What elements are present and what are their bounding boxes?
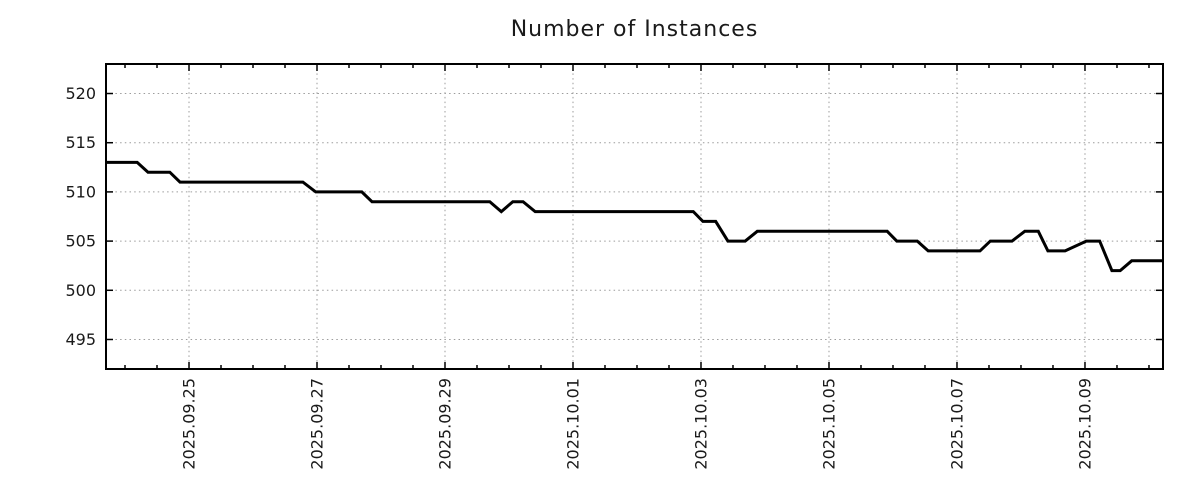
y-tick-label: 500 (65, 281, 96, 300)
x-tick-label: 2025.10.01 (563, 378, 582, 470)
plot-border (105, 63, 1164, 370)
x-tick-label: 2025.10.09 (1075, 378, 1094, 470)
chart-title: Number of Instances (510, 17, 759, 42)
axis-ticks (106, 64, 1163, 369)
y-tick-label: 520 (65, 84, 96, 103)
y-tick-label: 510 (65, 182, 96, 201)
y-tick-label: 495 (65, 330, 96, 349)
x-tick-label: 2025.09.25 (180, 378, 199, 470)
y-tick-labels: 495 500 505 510 515 520 (65, 84, 96, 349)
x-tick-label: 2025.09.29 (436, 378, 455, 470)
x-tick-labels: 2025.09.25 2025.09.27 2025.09.29 2025.10.01… (180, 378, 1095, 470)
series-line (106, 160, 1163, 273)
x-tick-label: 2025.09.27 (308, 378, 327, 470)
y-tick-label: 505 (65, 232, 96, 251)
y-tick-label: 515 (65, 133, 96, 152)
x-tick-label: 2025.10.07 (947, 378, 966, 470)
x-tick-label: 2025.10.03 (691, 378, 710, 470)
x-tick-label: 2025.10.05 (819, 378, 838, 470)
gridlines (106, 64, 1163, 369)
